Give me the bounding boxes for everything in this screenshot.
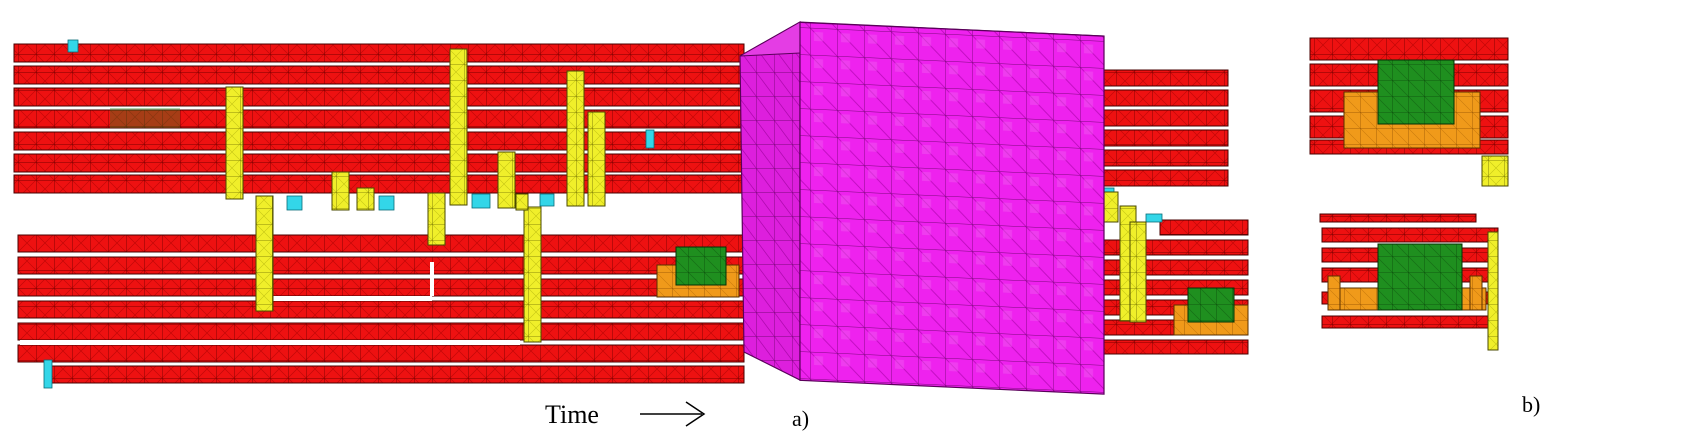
- wire: [13, 43, 745, 63]
- vertical-connector: [1103, 191, 1119, 223]
- wire: [1099, 89, 1229, 107]
- time-axis-label: Time: [545, 400, 599, 429]
- wire: [1103, 339, 1249, 355]
- wire: [17, 256, 745, 275]
- time-arrow: [640, 401, 706, 427]
- panel-a: [13, 20, 1249, 395]
- vertical-connector: [515, 193, 529, 211]
- wire: [1099, 169, 1229, 187]
- wire: [13, 65, 745, 85]
- wire: [13, 153, 745, 173]
- wire: [17, 234, 745, 253]
- wire: [47, 365, 745, 384]
- vertical-connector: [225, 86, 244, 200]
- vertical-connector: [356, 187, 375, 211]
- yellow-connectors: [225, 48, 606, 343]
- cyan-marker: [645, 129, 655, 149]
- wire: [1099, 149, 1229, 167]
- cyan-marker: [471, 193, 491, 209]
- cyan-markers: [43, 39, 655, 389]
- orange-base: [1327, 275, 1341, 311]
- vertical-connector: [1129, 221, 1147, 323]
- wire: [17, 278, 745, 297]
- right-wire-bundle: [1099, 69, 1249, 355]
- wire: [1321, 315, 1499, 329]
- panel-b-bottom: [1319, 213, 1499, 351]
- wire: [17, 300, 745, 319]
- vertical-connector: [523, 206, 542, 343]
- cyan-marker: [1145, 213, 1163, 223]
- wire-gap: [430, 262, 434, 296]
- cyan-marker: [286, 195, 303, 211]
- green-box: [1377, 59, 1455, 125]
- vertical-connector: [566, 70, 585, 207]
- wire: [1099, 109, 1229, 127]
- wire: [13, 131, 745, 151]
- orange-base: [1469, 275, 1483, 311]
- green-box: [1377, 243, 1463, 311]
- wire: [1321, 227, 1499, 243]
- cyan-marker: [67, 39, 79, 53]
- green-box: [675, 246, 727, 286]
- lower-wire-bundle: [17, 234, 745, 384]
- vertical-connector: [331, 171, 350, 211]
- vertical-connector: [1481, 155, 1509, 187]
- magenta-block: [739, 20, 1105, 395]
- wire: [1159, 219, 1249, 236]
- wire: [13, 87, 745, 107]
- wire: [1099, 69, 1229, 87]
- vertical-connector: [497, 151, 516, 209]
- panel-b-label: b): [1522, 392, 1541, 417]
- wire-gap: [20, 340, 520, 345]
- vertical-connector: [449, 48, 468, 206]
- vertical-connector: [1487, 231, 1499, 351]
- upper-wire-bundle: [13, 43, 745, 194]
- hidden-green-block: [110, 108, 180, 128]
- cyan-marker: [539, 193, 555, 207]
- cyan-marker: [378, 195, 395, 211]
- state-box-left: [656, 246, 740, 298]
- wire-gap: [272, 296, 432, 301]
- wire: [1309, 37, 1509, 61]
- vertical-connector: [587, 111, 606, 207]
- cube-front-face: [799, 21, 1105, 395]
- wire: [17, 344, 745, 363]
- wire: [1099, 129, 1229, 147]
- panel-a-label: a): [792, 406, 810, 431]
- wire: [17, 322, 745, 341]
- cyan-marker: [43, 359, 53, 389]
- vertical-connector: [255, 195, 274, 312]
- vertical-connector: [427, 192, 446, 246]
- cube-side-face: [739, 20, 801, 381]
- wire: [13, 174, 745, 194]
- green-box: [1187, 287, 1235, 323]
- wire: [1319, 213, 1477, 223]
- panel-b-top: [1309, 36, 1509, 187]
